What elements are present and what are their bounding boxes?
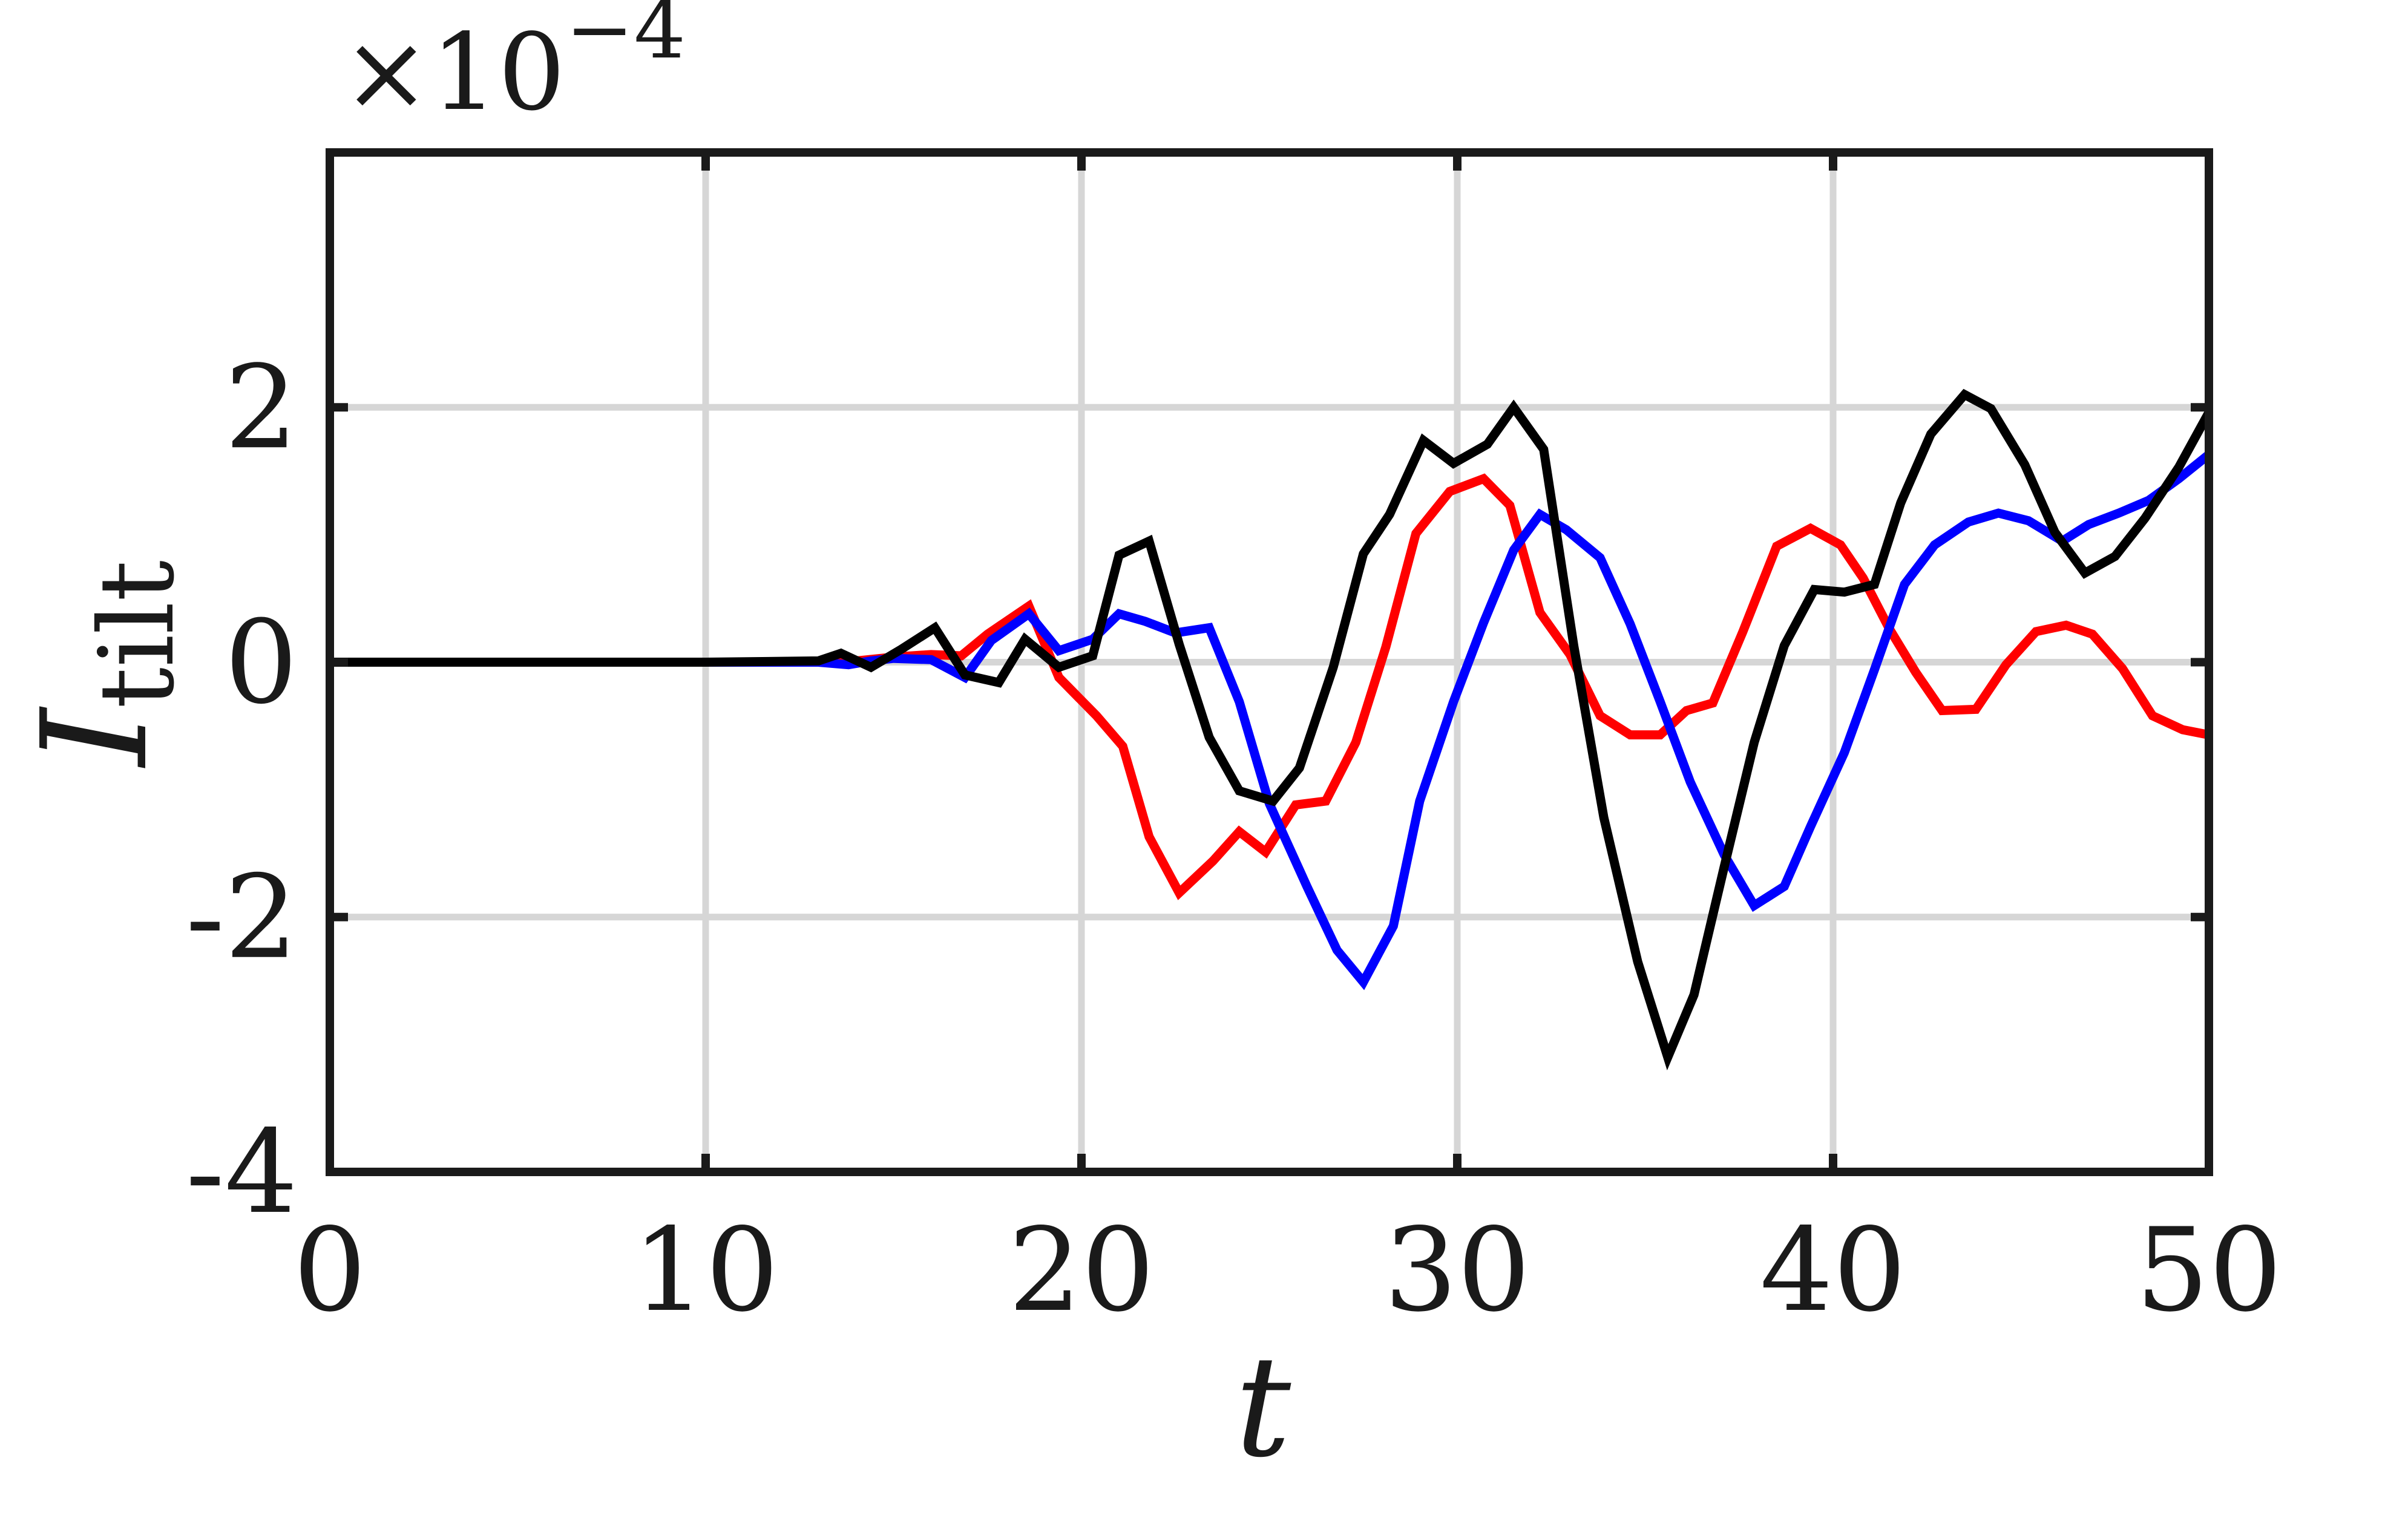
series-line-2 bbox=[330, 451, 2212, 990]
x-tick-label: 10 bbox=[632, 1203, 779, 1337]
y-axis-title-subscript: tilt bbox=[77, 560, 197, 708]
x-tick-label: 50 bbox=[2136, 1203, 2282, 1337]
x-axis-title: t bbox=[1235, 1327, 1291, 1488]
series-lines bbox=[330, 388, 2213, 1071]
x-tick-label: 0 bbox=[294, 1203, 367, 1337]
y-scale-prefix: ×10 bbox=[342, 11, 565, 134]
y-scale-multiplier: ×10−4 bbox=[342, 0, 686, 134]
y-tick-label: 2 bbox=[225, 341, 298, 474]
y-tick-label: -4 bbox=[186, 1105, 298, 1239]
axis-ticks bbox=[326, 152, 2213, 1176]
x-tick-label: 20 bbox=[1008, 1203, 1155, 1337]
y-axis-title-main: I bbox=[10, 706, 180, 768]
x-tick-label: 40 bbox=[1760, 1203, 1906, 1337]
y-tick-label: 0 bbox=[225, 596, 298, 730]
y-tick-labels: -4 -2 0 2 bbox=[186, 341, 298, 1239]
y-tick-label: -2 bbox=[186, 851, 298, 984]
series-line-3 bbox=[330, 388, 2213, 1071]
x-tick-labels: 0 10 20 30 40 50 bbox=[294, 1203, 2282, 1337]
y-axis-title: Itilt bbox=[10, 560, 197, 768]
y-scale-exponent: −4 bbox=[565, 0, 686, 77]
x-tick-label: 30 bbox=[1384, 1203, 1530, 1337]
series-line-1 bbox=[330, 473, 2210, 900]
